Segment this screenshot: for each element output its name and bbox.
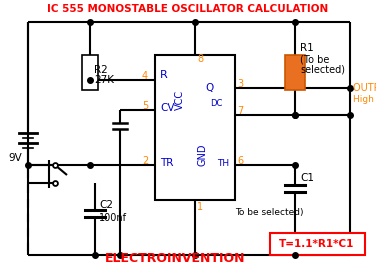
Text: 100nf: 100nf bbox=[99, 213, 127, 223]
Text: 6: 6 bbox=[237, 156, 243, 166]
Text: DC: DC bbox=[210, 98, 222, 108]
Text: R1: R1 bbox=[300, 43, 314, 53]
Text: TH: TH bbox=[217, 158, 229, 167]
Text: VCC: VCC bbox=[175, 90, 185, 110]
Text: CV: CV bbox=[160, 103, 174, 113]
Text: ELECTROINVENTION: ELECTROINVENTION bbox=[105, 252, 245, 265]
Text: TR: TR bbox=[160, 158, 173, 168]
Text: R2: R2 bbox=[94, 65, 108, 75]
Text: T=1.1*R1*C1: T=1.1*R1*C1 bbox=[279, 239, 355, 249]
Text: 2: 2 bbox=[142, 156, 148, 166]
Text: 3: 3 bbox=[237, 79, 243, 89]
Text: High for a Time period: High for a Time period bbox=[353, 95, 376, 103]
Text: IC 555 MONOSTABLE OSCILLATOR CALCULATION: IC 555 MONOSTABLE OSCILLATOR CALCULATION bbox=[47, 4, 329, 14]
Bar bbox=[285, 55, 305, 90]
Text: GND: GND bbox=[198, 144, 208, 166]
Text: OUTPUT PIN 3: OUTPUT PIN 3 bbox=[353, 83, 376, 93]
Text: 8: 8 bbox=[197, 54, 203, 64]
Text: Q: Q bbox=[205, 83, 213, 93]
Text: (To be: (To be bbox=[300, 55, 329, 65]
Bar bbox=[155, 55, 235, 200]
Text: 5: 5 bbox=[142, 101, 148, 111]
Bar bbox=[82, 55, 98, 90]
Text: C2: C2 bbox=[99, 200, 113, 210]
Text: 1: 1 bbox=[197, 202, 203, 212]
Text: 9V: 9V bbox=[8, 153, 22, 163]
Text: C1: C1 bbox=[300, 173, 314, 183]
Bar bbox=[270, 233, 365, 255]
Text: R: R bbox=[160, 70, 168, 80]
Text: 4: 4 bbox=[142, 71, 148, 81]
Text: 27K: 27K bbox=[94, 75, 114, 85]
Text: To be selected): To be selected) bbox=[235, 208, 303, 216]
Text: selected): selected) bbox=[300, 65, 345, 75]
Text: 7: 7 bbox=[237, 106, 243, 116]
